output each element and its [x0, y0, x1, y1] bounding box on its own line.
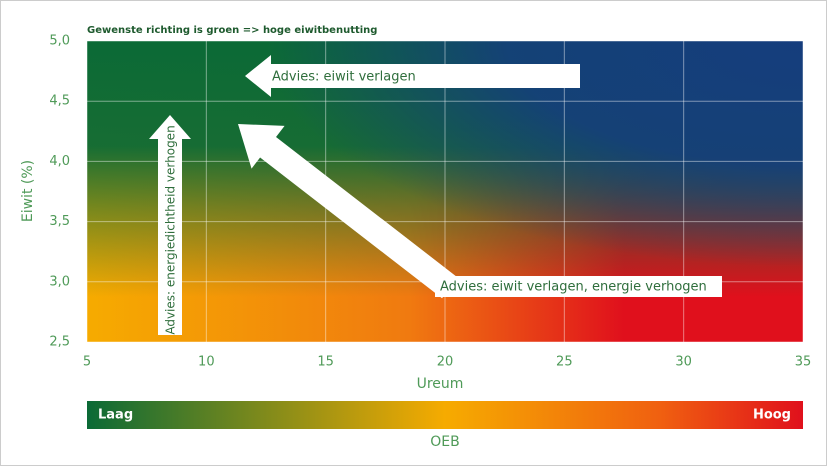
arrow [245, 55, 580, 97]
x-tick-label: 10 [198, 355, 215, 370]
x-tick-label: 35 [795, 355, 812, 370]
x-tick-label: 15 [317, 355, 334, 370]
arrow [149, 115, 191, 335]
x-tick-label: 25 [556, 355, 573, 370]
colorbar-high: Hoog [753, 408, 791, 423]
y-tick-label: 4,0 [49, 154, 70, 169]
annotation: Advies: eiwit verlagen [272, 70, 416, 85]
y-tick-label: 5,0 [49, 34, 70, 49]
colorbar-label: OEB [430, 434, 459, 450]
annotation: Advies: energiedichtheid verhogen [164, 125, 178, 334]
x-tick-label: 30 [675, 355, 692, 370]
colorbar-low: Laag [98, 408, 133, 423]
chart-title: Gewenste richting is groen => hoge eiwit… [87, 25, 377, 36]
colorbar [87, 401, 803, 429]
annotation: Advies: eiwit verlagen, energie verhogen [440, 280, 707, 295]
x-axis-label: Ureum [417, 376, 464, 392]
y-tick-label: 3,0 [49, 274, 70, 289]
y-tick-label: 3,5 [49, 214, 70, 229]
y-tick-label: 4,5 [49, 94, 70, 109]
x-tick-label: 5 [83, 355, 91, 370]
annotation-box [435, 276, 722, 297]
arrow [238, 124, 458, 299]
y-tick-label: 2,5 [49, 335, 70, 350]
x-tick-label: 20 [437, 355, 454, 370]
y-axis-label: Eiwit (%) [20, 160, 36, 222]
